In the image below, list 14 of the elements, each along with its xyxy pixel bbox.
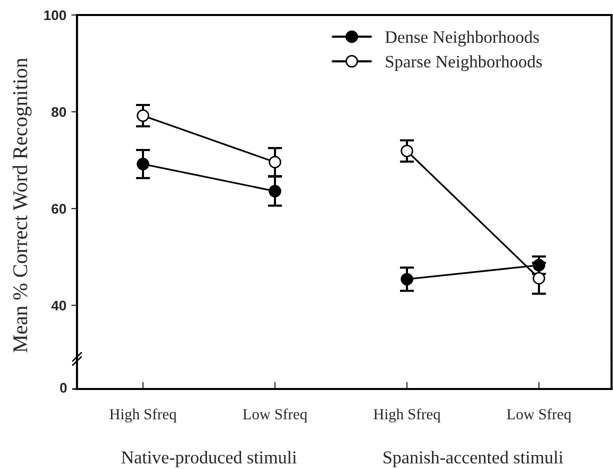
y-tick-label: 100 [44,10,66,20]
x-tick-label: Low Sfreq [242,408,308,422]
x-tick-label: High Sfreq [110,408,176,422]
y-tick-label: 40 [51,300,66,311]
text: Spanish-accented stimuli [384,450,564,468]
y-axis-title: Mean % Correct Word Recognition [12,58,32,352]
text: Native-produced stimuli [121,450,297,468]
text: 0 [60,382,67,393]
legend-label: Sparse Neighborhoods [386,55,542,72]
y-tick-label: 80 [52,107,66,117]
y-tick-label: 60 [52,204,66,214]
legend-label: Dense Neighborhoods [385,30,539,47]
x-tick-label: Low Sfreq [506,408,572,422]
x-tick-label: High Sfreq [374,408,440,422]
